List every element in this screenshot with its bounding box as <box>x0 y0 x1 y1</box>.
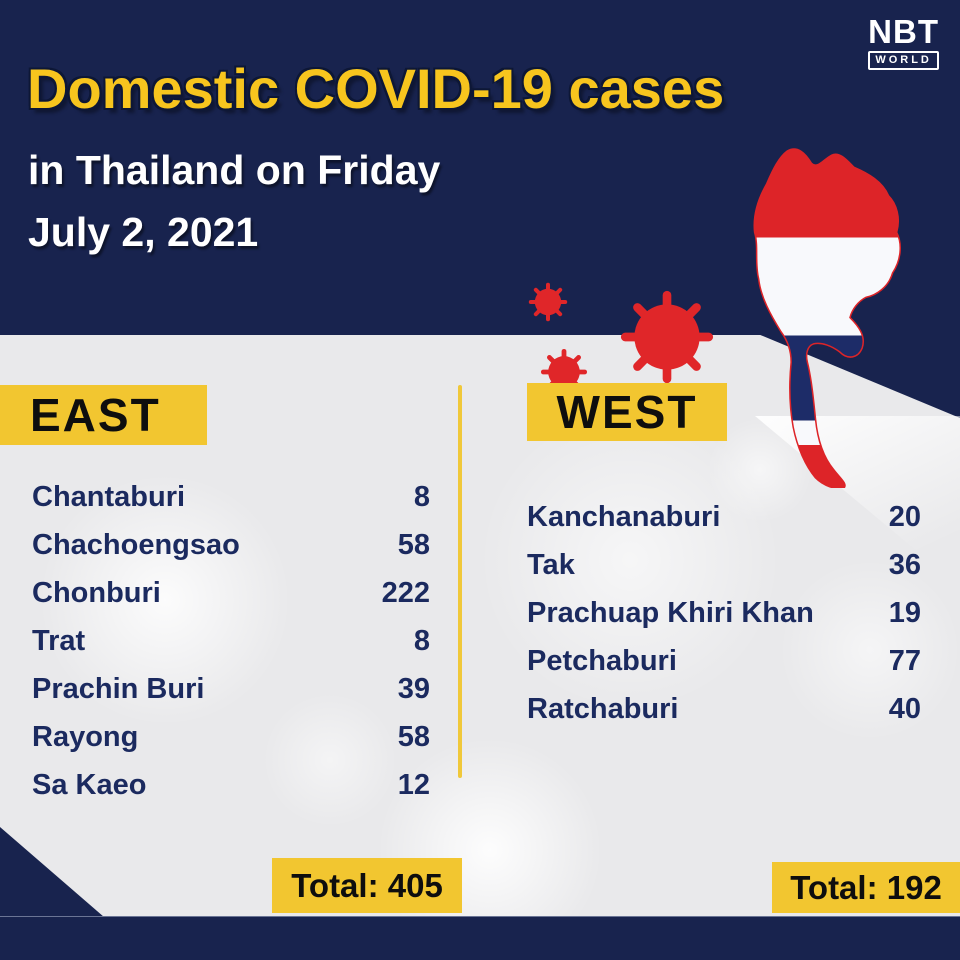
province-name: Chonburi <box>32 576 161 609</box>
table-row: Prachin Buri 39 <box>32 665 430 713</box>
nbt-world-logo: NBT WORLD <box>868 15 939 70</box>
province-cases: 36 <box>888 548 921 581</box>
province-cases: 8 <box>413 480 430 513</box>
province-name: Chachoengsao <box>32 528 240 561</box>
west-total-badge: Total: 192 <box>772 862 960 913</box>
east-total-text: Total: 405 <box>291 866 443 904</box>
virus-icon-small-1 <box>528 282 568 322</box>
east-section-heading: EAST <box>0 385 207 445</box>
province-cases: 12 <box>397 768 430 801</box>
province-cases: 58 <box>397 720 430 753</box>
page-title: Domestic COVID-19 cases <box>27 57 725 120</box>
east-province-list: Chantaburi 8 Chachoengsao 58 Chonburi 22… <box>32 473 430 809</box>
province-cases: 222 <box>381 576 430 609</box>
table-row: Chantaburi 8 <box>32 473 430 521</box>
east-total-badge: Total: 405 <box>272 858 462 913</box>
province-cases: 58 <box>397 528 430 561</box>
thailand-flag-map-icon <box>753 148 901 488</box>
subtitle-line2: July 2, 2021 <box>28 209 259 255</box>
table-row: Trat 8 <box>32 617 430 665</box>
province-name: Prachuap Khiri Khan <box>527 596 814 629</box>
table-row: Chachoengsao 58 <box>32 521 430 569</box>
table-row: Sa Kaeo 12 <box>32 761 430 809</box>
logo-world-badge: WORLD <box>868 51 939 70</box>
province-name: Rayong <box>32 720 139 753</box>
province-name: Prachin Buri <box>32 672 205 705</box>
province-name: Chantaburi <box>32 480 186 513</box>
table-row: Rayong 58 <box>32 713 430 761</box>
subtitle-line1: in Thailand on Friday <box>28 147 441 193</box>
province-cases: 19 <box>888 596 921 629</box>
table-row: Chonburi 222 <box>32 569 430 617</box>
table-row: Tak 36 <box>527 541 921 589</box>
vertical-divider <box>458 385 462 778</box>
virus-icon-large <box>620 290 714 384</box>
province-cases: 8 <box>413 624 430 657</box>
province-cases: 20 <box>888 500 921 533</box>
province-name: Tak <box>527 548 575 581</box>
table-row: Kanchanaburi 20 <box>527 493 921 541</box>
footer-band <box>0 916 960 960</box>
logo-nbt-text: NBT <box>868 13 939 50</box>
table-row: Petchaburi 77 <box>527 637 921 685</box>
west-total-text: Total: 192 <box>790 868 942 906</box>
province-cases: 40 <box>888 692 921 725</box>
province-cases: 77 <box>888 644 921 677</box>
table-row: Ratchaburi 40 <box>527 685 921 733</box>
province-name: Kanchanaburi <box>527 500 721 533</box>
east-label: EAST <box>30 389 161 441</box>
table-row: Prachuap Khiri Khan 19 <box>527 589 921 637</box>
province-name: Ratchaburi <box>527 692 679 725</box>
province-name: Trat <box>32 624 86 657</box>
province-name: Sa Kaeo <box>32 768 147 801</box>
west-province-list: Kanchanaburi 20 Tak 36 Prachuap Khiri Kh… <box>527 493 921 733</box>
province-name: Petchaburi <box>527 644 677 677</box>
west-label: WEST <box>556 386 698 438</box>
west-section-heading: WEST <box>527 383 727 441</box>
province-cases: 39 <box>397 672 430 705</box>
